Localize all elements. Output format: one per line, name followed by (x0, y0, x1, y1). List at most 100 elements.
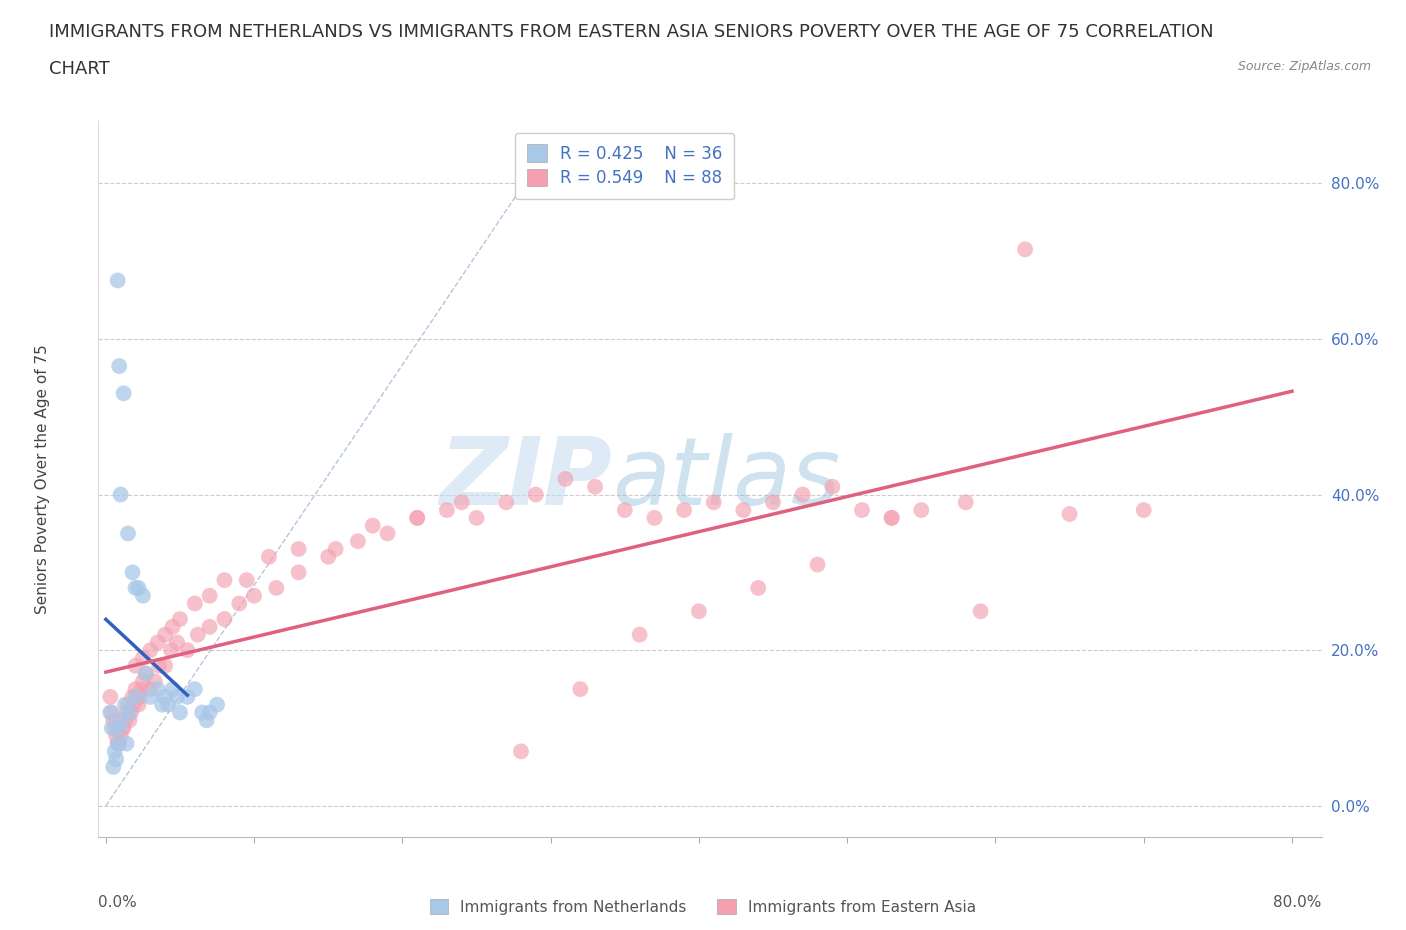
Legend: R = 0.425    N = 36, R = 0.549    N = 88: R = 0.425 N = 36, R = 0.549 N = 88 (515, 133, 734, 199)
Point (166, 689, 188, 704)
Point (436, 502, 458, 517)
Point (124, 689, 146, 704)
Point (132, 589, 155, 604)
Point (150, 698, 173, 712)
Point (112, 721, 135, 736)
Point (162, 682, 184, 697)
Point (325, 541, 347, 556)
Legend: Immigrants from Netherlands, Immigrants from Eastern Asia: Immigrants from Netherlands, Immigrants … (422, 891, 984, 923)
Point (107, 737, 129, 751)
Point (127, 698, 149, 712)
Point (107, 737, 129, 751)
Point (153, 689, 176, 704)
Point (115, 737, 138, 751)
Point (108, 721, 131, 736)
Point (131, 682, 153, 697)
Point (139, 689, 162, 704)
Point (176, 689, 198, 704)
Text: 0.0%: 0.0% (98, 895, 138, 910)
Point (108, 737, 131, 751)
Point (166, 635, 188, 650)
Point (733, 502, 755, 517)
Point (228, 596, 250, 611)
Point (198, 589, 221, 604)
Point (153, 658, 176, 673)
Point (1059, 507, 1081, 522)
Point (377, 526, 399, 541)
Point (160, 643, 183, 658)
Point (169, 705, 191, 720)
Point (115, 705, 138, 720)
Point (111, 712, 134, 727)
Point (187, 627, 209, 642)
Y-axis label: Seniors Poverty Over the Age of 75: Seniors Poverty Over the Age of 75 (35, 344, 49, 614)
Point (104, 721, 127, 736)
Point (628, 627, 651, 642)
Point (129, 689, 152, 704)
Point (198, 619, 221, 634)
Point (510, 744, 533, 759)
Point (132, 651, 155, 666)
Point (103, 712, 125, 727)
Point (287, 565, 309, 579)
Point (613, 502, 636, 517)
Point (673, 502, 696, 517)
Point (121, 565, 143, 579)
Point (703, 495, 725, 510)
Point (117, 526, 139, 541)
Point (762, 495, 785, 510)
Point (132, 674, 155, 689)
Point (148, 658, 170, 673)
Point (103, 760, 125, 775)
Point (114, 712, 136, 727)
Point (495, 495, 517, 510)
Point (406, 511, 429, 525)
Text: ZIP: ZIP (439, 433, 612, 525)
Point (105, 751, 128, 766)
Point (465, 511, 488, 525)
Point (124, 682, 146, 697)
Point (124, 658, 146, 673)
Point (198, 705, 221, 720)
Point (214, 573, 236, 588)
Point (524, 487, 547, 502)
Point (806, 557, 828, 572)
Point (125, 689, 148, 704)
Point (139, 643, 162, 658)
Point (583, 479, 606, 494)
Point (910, 502, 932, 517)
Point (98, 705, 121, 720)
Point (195, 712, 218, 727)
Point (347, 534, 370, 549)
Point (792, 487, 814, 502)
Point (118, 705, 141, 720)
Point (643, 511, 665, 525)
Point (1132, 502, 1154, 517)
Point (257, 550, 280, 565)
Point (169, 612, 191, 627)
Point (127, 580, 149, 595)
Point (1014, 242, 1036, 257)
Point (112, 386, 135, 401)
Point (143, 674, 166, 689)
Point (139, 682, 162, 697)
Point (851, 502, 873, 517)
Point (176, 643, 198, 658)
Point (266, 580, 288, 595)
Point (406, 511, 429, 525)
Point (110, 728, 132, 743)
Point (157, 698, 180, 712)
Point (316, 550, 339, 565)
Point (184, 682, 207, 697)
Point (100, 705, 122, 720)
Point (121, 689, 143, 704)
Point (955, 495, 977, 510)
Text: Source: ZipAtlas.com: Source: ZipAtlas.com (1237, 60, 1371, 73)
Point (214, 612, 236, 627)
Point (146, 682, 169, 697)
Point (747, 580, 769, 595)
Point (98, 689, 121, 704)
Point (100, 721, 122, 736)
Point (110, 487, 132, 502)
Point (235, 573, 257, 588)
